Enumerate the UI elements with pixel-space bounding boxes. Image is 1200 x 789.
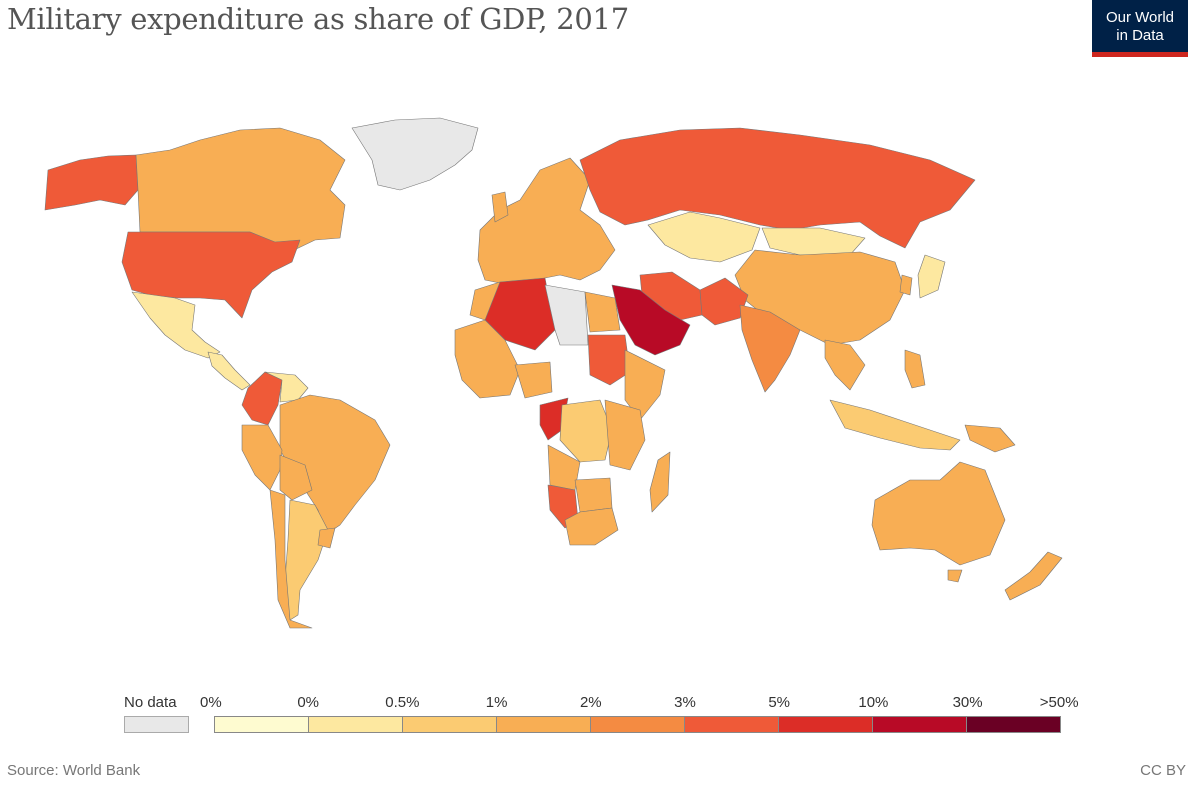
- legend-tick-label: 0%: [200, 694, 222, 711]
- region-egypt[interactable]: [584, 291, 621, 333]
- region-indonesia[interactable]: [829, 399, 961, 451]
- region-greenland[interactable]: [351, 117, 479, 191]
- logo-line-2: in Data: [1116, 27, 1164, 44]
- region-sudan[interactable]: [587, 334, 631, 386]
- region-tasmania[interactable]: [947, 569, 963, 583]
- legend-swatch-8: [966, 716, 1061, 733]
- legend-tick-label: 30%: [952, 694, 983, 711]
- region-west-africa[interactable]: [454, 319, 521, 399]
- region-central-america[interactable]: [207, 351, 251, 391]
- region-alaska[interactable]: [44, 154, 139, 211]
- region-mongolia[interactable]: [761, 227, 866, 256]
- region-nigeria[interactable]: [514, 361, 553, 399]
- world-map: [44, 117, 1063, 629]
- region-peru[interactable]: [241, 424, 283, 491]
- region-mexico[interactable]: [131, 291, 221, 359]
- region-pakistan[interactable]: [699, 277, 749, 326]
- region-colombia[interactable]: [241, 371, 283, 426]
- region-new-zealand[interactable]: [1004, 551, 1063, 601]
- legend-tick-label: 3%: [674, 694, 696, 711]
- region-papua[interactable]: [964, 424, 1016, 453]
- legend-tick-label: 5%: [768, 694, 791, 711]
- legend-tick-label: 10%: [858, 694, 889, 711]
- chart-title: Military expenditure as share of GDP, 20…: [7, 2, 629, 36]
- region-uruguay[interactable]: [317, 527, 336, 549]
- region-india[interactable]: [739, 304, 801, 393]
- legend-tick-label: 0.5%: [385, 694, 420, 711]
- region-japan[interactable]: [917, 254, 946, 299]
- region-madagascar[interactable]: [649, 451, 671, 513]
- legend-no-data-label: No data: [124, 694, 177, 711]
- legend-tick-label: 2%: [579, 694, 602, 711]
- owid-logo[interactable]: Our World in Data: [1092, 0, 1188, 57]
- region-chile[interactable]: [269, 489, 313, 629]
- legend-swatch-6: [778, 716, 873, 733]
- license-note: CC BY: [1140, 762, 1186, 779]
- region-drc[interactable]: [559, 399, 613, 463]
- legend-no-data-swatch: [124, 716, 189, 733]
- logo-line-1: Our World: [1105, 9, 1175, 26]
- region-southeast-asia[interactable]: [824, 339, 866, 391]
- legend-swatch-5: [684, 716, 779, 733]
- region-east-africa[interactable]: [604, 399, 646, 471]
- region-botswana-zimbabwe[interactable]: [574, 477, 613, 513]
- legend-color-bar: [214, 716, 1061, 733]
- legend-tick-label: 0%: [297, 694, 320, 711]
- legend-swatch-3: [496, 716, 591, 733]
- region-united-states[interactable]: [121, 231, 301, 319]
- region-russia[interactable]: [579, 127, 976, 249]
- legend-tick-label: >50%: [1039, 694, 1079, 711]
- region-argentina[interactable]: [284, 499, 329, 621]
- legend-swatch-1: [308, 716, 403, 733]
- legend-swatch-7: [872, 716, 967, 733]
- region-australia[interactable]: [871, 461, 1006, 566]
- legend-tick-label: 1%: [485, 694, 508, 711]
- region-kazakhstan[interactable]: [647, 211, 761, 263]
- region-philippines[interactable]: [904, 349, 926, 389]
- legend-swatch-0: [214, 716, 309, 733]
- region-saudi-arabia[interactable]: [611, 284, 691, 356]
- region-libya[interactable]: [544, 284, 589, 346]
- legend-swatch-4: [590, 716, 685, 733]
- region-uk[interactable]: [491, 191, 509, 223]
- source-note: Source: World Bank: [7, 762, 141, 779]
- region-horn-of-africa[interactable]: [624, 349, 666, 421]
- region-south-africa[interactable]: [564, 507, 619, 546]
- region-korea[interactable]: [899, 274, 913, 296]
- region-bolivia[interactable]: [279, 454, 313, 501]
- legend-swatch-2: [402, 716, 497, 733]
